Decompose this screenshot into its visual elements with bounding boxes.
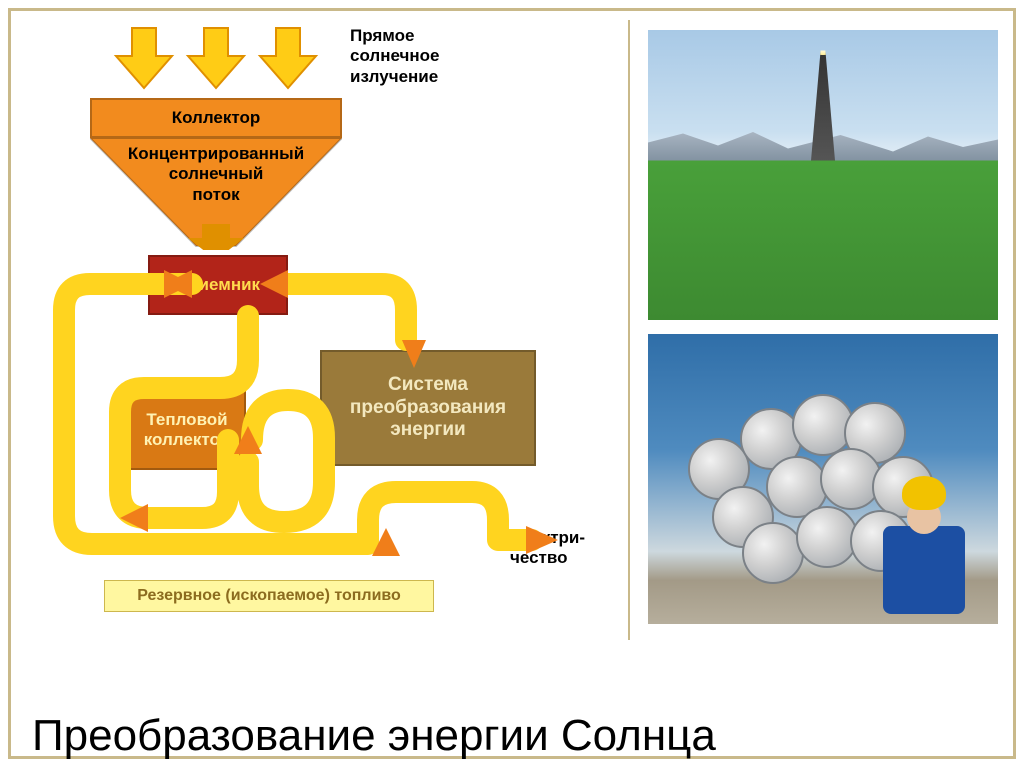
sun-arrow-icon (112, 28, 322, 98)
flow-loop (52, 240, 612, 580)
radiation-label: Прямое солнечное излучение (350, 26, 440, 87)
photo-column (648, 20, 1004, 687)
collector-node: Коллектор Концентрированный солнечный по… (90, 98, 342, 250)
page-title: Преобразование энергии Солнца (12, 711, 1012, 761)
tower-icon (811, 51, 835, 161)
photo-solar-tower (648, 30, 998, 320)
funnel-icon: Концентрированный солнечный поток (90, 138, 342, 250)
backup-fuel-node: Резервное (ископаемое) топливо (104, 580, 434, 612)
slide-content: Прямое солнечное излучение Коллектор Кон… (20, 20, 1004, 687)
energy-diagram: Прямое солнечное излучение Коллектор Кон… (20, 20, 630, 640)
photo-dish-array (648, 334, 998, 624)
worker-figure (881, 476, 966, 616)
collector-title: Коллектор (90, 98, 342, 138)
